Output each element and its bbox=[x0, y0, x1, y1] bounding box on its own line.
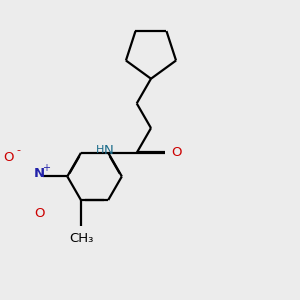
Text: N: N bbox=[34, 167, 45, 180]
Text: H: H bbox=[96, 145, 104, 155]
Text: O: O bbox=[171, 146, 181, 159]
Text: O: O bbox=[34, 207, 45, 220]
Text: O: O bbox=[3, 151, 14, 164]
Text: +: + bbox=[42, 163, 50, 173]
Text: N: N bbox=[103, 144, 113, 158]
Text: CH₃: CH₃ bbox=[69, 232, 93, 245]
Text: -: - bbox=[16, 145, 21, 155]
